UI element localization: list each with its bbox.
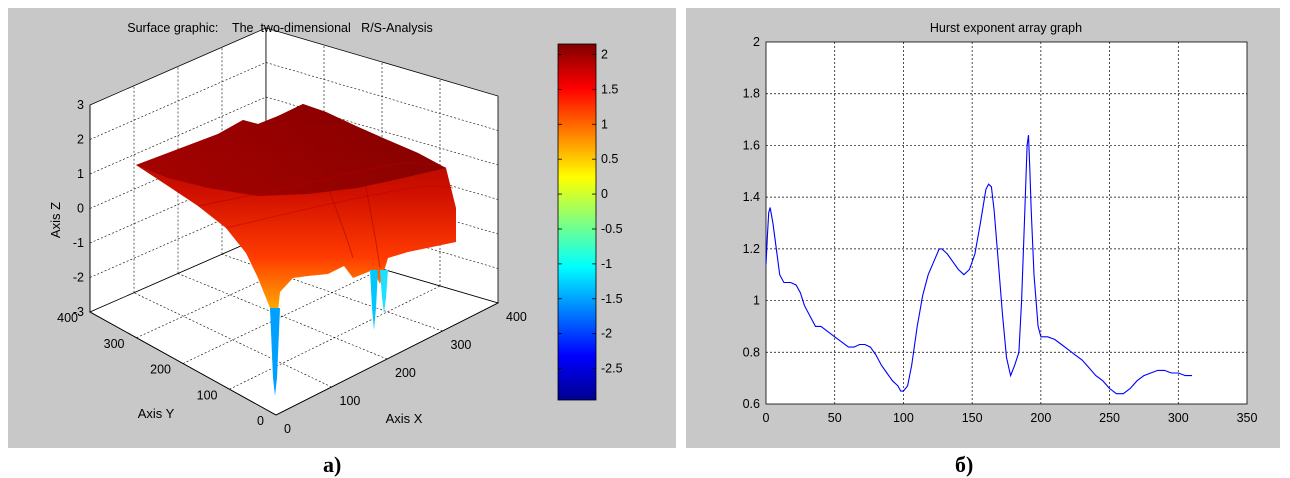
surface-x-tick-label: 200	[395, 366, 416, 380]
colorbar-tick-label: -1.5	[601, 292, 623, 306]
hurst-y-tick-label: 0.6	[743, 397, 760, 411]
surface-x-tick-label: 0	[284, 422, 291, 436]
colorbar-tick-label: 1	[601, 117, 608, 131]
caption-a: а)	[323, 452, 342, 477]
hurst-y-tick-label: 2	[753, 35, 760, 49]
surface-x-tick-label: 100	[340, 394, 361, 408]
colorbar-tick-label: 2	[601, 47, 608, 61]
surface-z-label: Axis Z	[48, 202, 63, 238]
colorbar-tick-label: 1.5	[601, 82, 618, 96]
surface-y-label: Axis Y	[138, 406, 175, 421]
hurst-y-tick-label: 1.2	[743, 242, 760, 256]
hurst-x-tick-label: 350	[1237, 411, 1258, 425]
surface-chart: 3 2 1 0 -1 -2 -3 0 100 200 300 400 0 100 200 300 400 Sur…	[48, 21, 623, 436]
surface-x-tick-label: 400	[506, 310, 527, 324]
hurst-x-tick-label: 100	[893, 411, 914, 425]
surface-z-tick-label: 2	[77, 133, 84, 147]
hurst-y-tick-label: 1.6	[743, 138, 760, 152]
surface-z-tick-label: 3	[77, 98, 84, 112]
hurst-gridlines	[766, 42, 1247, 404]
hurst-x-tick-label: 0	[763, 411, 770, 425]
surface-mesh	[136, 104, 456, 396]
colorbar-tick-label: -2	[601, 327, 612, 341]
colorbar-tick-label: 0.5	[601, 152, 618, 166]
hurst-y-tick-label: 1	[753, 294, 760, 308]
caption-b: б)	[955, 452, 974, 477]
surface-chart-panel: 3 2 1 0 -1 -2 -3 0 100 200 300 400 0 100 200 300 400 Sur…	[8, 8, 676, 448]
surface-y-tick-label: 100	[197, 388, 218, 402]
surface-x-gridline	[133, 292, 332, 388]
hurst-x-tick-label: 50	[828, 411, 842, 425]
hurst-chart-panel: 0 50 100 150 200 250 300 350 2 1.8 1.6 1.4 1.2 1 0.8 0.…	[686, 8, 1280, 448]
surface-y-gridline	[182, 268, 383, 364]
hurst-plot-area	[765, 41, 1248, 405]
surface-y-tick-label: 0	[257, 414, 264, 428]
surface-z-tick-label: -2	[73, 271, 84, 285]
surface-x-tick-label: 300	[451, 338, 472, 352]
surface-title: Surface graphic: The two-dimensional R/S…	[127, 21, 432, 35]
surface-x-label: Axis X	[386, 411, 423, 426]
surface-z-tick-label: 0	[77, 202, 84, 216]
surface-y-tick-label: 200	[150, 363, 171, 377]
colorbar-tick-label: -0.5	[601, 222, 623, 236]
hurst-y-tick-label: 1.8	[743, 87, 760, 101]
surface-x-gridline	[221, 253, 443, 332]
colorbar-tick-label: 0	[601, 187, 608, 201]
hurst-y-tick-label: 1.4	[743, 190, 760, 204]
hurst-x-tick-label: 300	[1168, 411, 1189, 425]
surface-z-tick-label: -3	[73, 305, 84, 319]
hurst-title: Hurst exponent array graph	[930, 21, 1082, 35]
hurst-line-chart: 0 50 100 150 200 250 300 350 2 1.8 1.6 1.4 1.2 1 0.8 0.…	[743, 21, 1258, 425]
hurst-series-line	[765, 135, 1192, 395]
surface-z-tick-label: -1	[73, 236, 84, 250]
colorbar-tick-label: -1	[601, 257, 612, 271]
hurst-x-tick-label: 150	[962, 411, 983, 425]
surface-z-tick-label: 1	[77, 167, 84, 181]
surface-y-tick-label: 300	[104, 337, 125, 351]
hurst-y-tick-label: 0.8	[743, 345, 760, 359]
surface-x-gridline	[177, 273, 388, 360]
colorbar-tick-label: -2.5	[601, 362, 623, 376]
hurst-x-tick-label: 250	[1099, 411, 1120, 425]
surface-y-tick-label: 400	[57, 311, 78, 325]
hurst-x-tick-label: 200	[1030, 411, 1051, 425]
colorbar	[557, 43, 597, 401]
